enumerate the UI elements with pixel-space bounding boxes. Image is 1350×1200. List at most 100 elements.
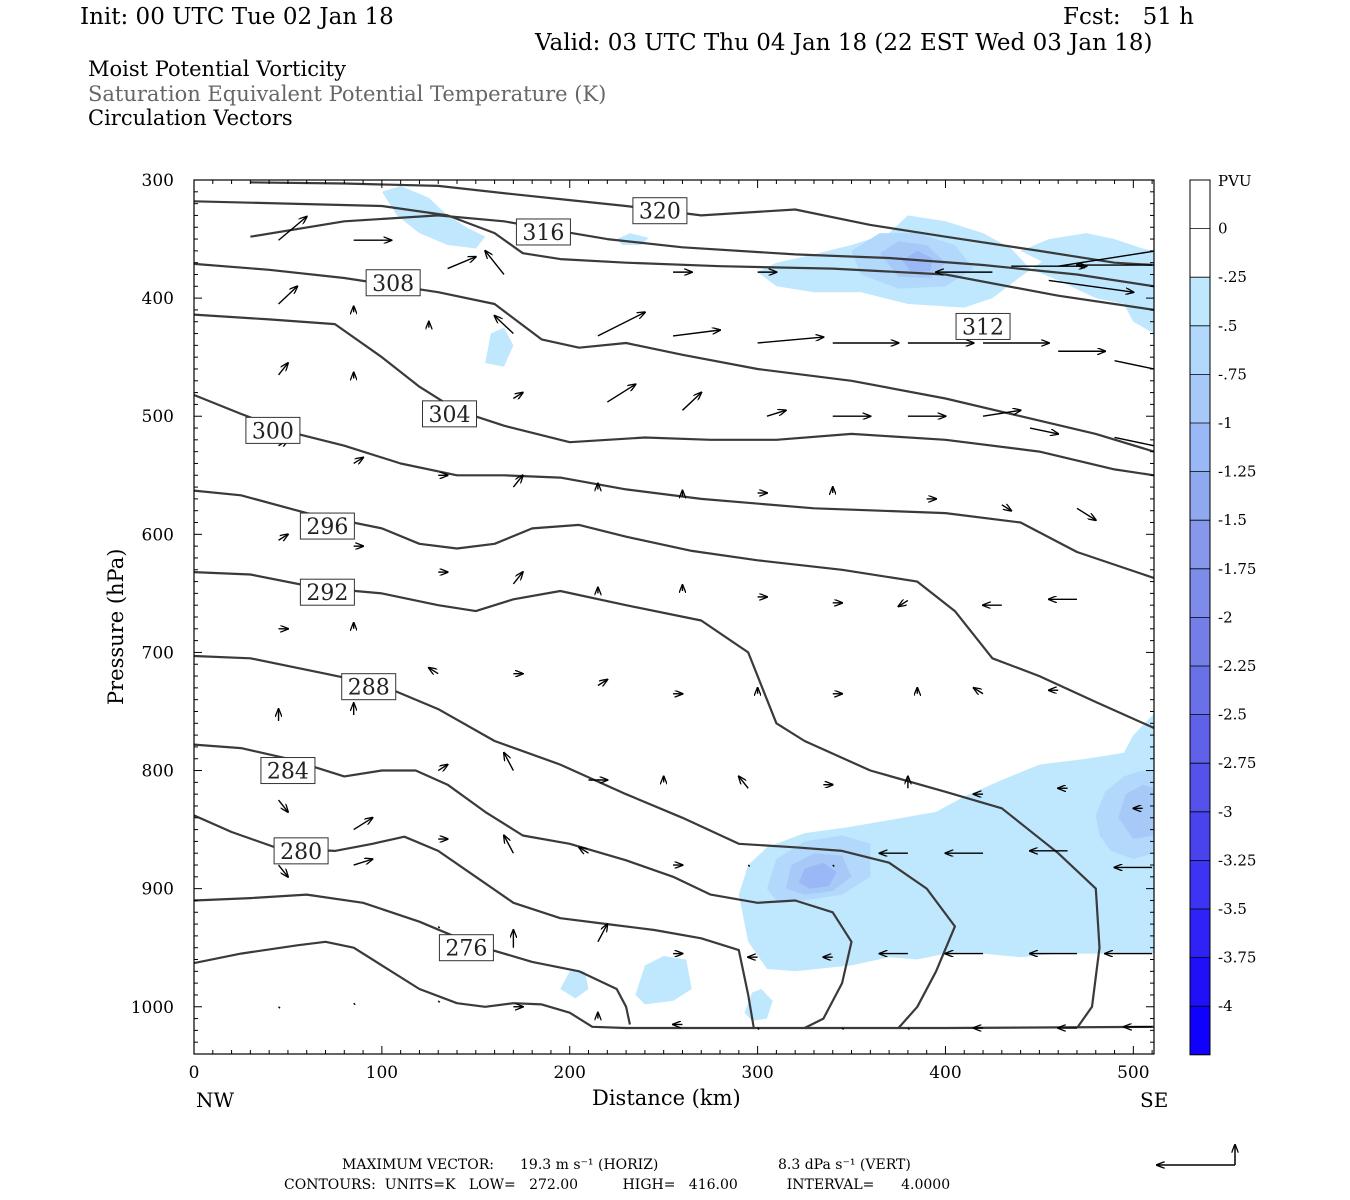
max-vector-label: MAXIMUM VECTOR:	[342, 1157, 494, 1173]
circulation-vector	[429, 668, 439, 674]
x-tick-label: 400	[929, 1063, 961, 1083]
contour-label-text: 296	[306, 515, 348, 540]
y-tick-label: 1000	[131, 998, 174, 1018]
contour-label-box	[273, 837, 329, 865]
title-theta: Saturation Equivalent Potential Temperat…	[88, 82, 607, 106]
contour-label-box	[245, 416, 301, 444]
circulation-vector	[1029, 427, 1058, 434]
colorbar-level-label: 0	[1218, 220, 1228, 238]
theta-contour-label: 280	[273, 837, 329, 865]
contour-label-box	[365, 269, 421, 297]
contour-label-text: 304	[428, 403, 470, 428]
colorbar-level-label: -2.25	[1218, 657, 1256, 675]
contour-label-box	[438, 934, 494, 962]
theta-contour-label: 316	[515, 218, 571, 246]
contour-info: CONTOURS: UNITS=K LOW= 272.00 HIGH= 416.…	[284, 1177, 951, 1193]
circulation-vector	[447, 257, 476, 270]
colorbar-swatch	[1190, 666, 1210, 715]
pv-region	[381, 185, 486, 249]
contour-label-text: 288	[348, 676, 390, 701]
colorbar-swatch	[1190, 180, 1210, 229]
circulation-vector	[1001, 505, 1011, 511]
x-tick-label: 300	[741, 1063, 773, 1083]
theta-contour-label: 320	[632, 197, 688, 225]
max-vector-horiz: 19.3 m s⁻¹ (HORIZ)	[520, 1157, 659, 1173]
colorbar-swatch	[1190, 374, 1210, 423]
circulation-vector	[597, 924, 607, 943]
theta-contour-label: 300	[245, 416, 301, 444]
theta-contour-line	[194, 393, 1154, 580]
y-tick-label: 900	[142, 880, 174, 900]
circulation-vector	[437, 1000, 441, 1003]
colorbar-level-label: -3	[1218, 803, 1233, 821]
circulation-vector	[597, 680, 607, 686]
pv-region	[560, 971, 589, 999]
circulation-vector	[672, 330, 720, 337]
colorbar-swatch	[1190, 1006, 1210, 1055]
circulation-vector	[437, 925, 441, 929]
circulation-vector	[832, 864, 835, 868]
theta-contour-line	[194, 200, 1154, 311]
colorbar-swatch	[1190, 811, 1210, 861]
contour-label-box	[299, 578, 355, 606]
circulation-vector	[353, 859, 373, 866]
x-right-end-label: SE	[1140, 1088, 1169, 1112]
colorbar-level-label: -3.25	[1218, 851, 1256, 869]
x-left-end-label: NW	[196, 1088, 235, 1112]
colorbar-swatch	[1190, 957, 1210, 1007]
title-vectors: Circulation Vectors	[88, 106, 293, 130]
circulation-vector	[597, 312, 645, 337]
contour-label-text: 308	[372, 272, 414, 297]
pv-region	[936, 876, 987, 915]
circulation-vector	[504, 836, 514, 854]
colorbar-swatch	[1190, 617, 1210, 666]
circulation-vector	[278, 1006, 281, 1009]
circulation-vector	[513, 393, 522, 399]
colorbar-swatch	[1190, 860, 1210, 909]
colorbar-swatch	[1190, 471, 1210, 521]
colorbar-level-label: -4	[1218, 997, 1233, 1015]
circulation-vector	[512, 475, 522, 488]
contour-label-text: 300	[252, 419, 294, 444]
theta-contour-label: 312	[955, 312, 1011, 340]
colorbar-swatch	[1190, 520, 1210, 569]
contour-labels: 272276280284288292296304308300312316320	[245, 197, 1011, 962]
colorbar-level-label: -1.5	[1218, 511, 1247, 529]
colorbar-level-label: -3.75	[1218, 949, 1256, 967]
circulation-vectors	[277, 217, 1154, 1031]
pv-region	[738, 713, 1154, 972]
x-tick-label: 100	[366, 1063, 398, 1083]
colorbar-swatch	[1190, 909, 1210, 958]
colorbar-swatch	[1190, 325, 1210, 375]
colorbar-level-label: -.25	[1218, 268, 1247, 286]
circulation-vector	[841, 1027, 845, 1031]
colorbar-level-label: -2.5	[1218, 706, 1247, 724]
circulation-vector	[974, 688, 984, 694]
circulation-vector	[277, 799, 288, 812]
theta-contour-label: 288	[341, 673, 397, 701]
circulation-vector	[1114, 436, 1154, 447]
theta-contour-line	[194, 313, 1154, 477]
theta-contour-line	[250, 181, 1154, 267]
theta-contour-line	[250, 214, 1154, 288]
pv-colorbar: PVU 0 -.25 -.5 -.75 -1 -1.25 -1.5 -1.75 -2 -2.25 -2…	[1189, 172, 1256, 1056]
y-tick-label: 600	[142, 525, 174, 545]
colorbar-title: PVU	[1218, 172, 1252, 190]
theta-contour-label: 304	[421, 400, 477, 428]
circulation-vector	[681, 393, 701, 411]
x-tick-label: 0	[189, 1063, 200, 1083]
title-pv: Moist Potential Vorticity	[88, 57, 346, 81]
valid-time: Valid: 03 UTC Thu 04 Jan 18 (22 EST Wed …	[535, 30, 1153, 56]
colorbar-swatch	[1190, 763, 1210, 812]
theta-contour-label: 284	[260, 757, 316, 785]
circulation-vector	[739, 776, 749, 789]
colorbar-swatch	[1190, 228, 1210, 278]
theta-contour-label: 296	[299, 512, 355, 540]
colorbar-level-label: -.75	[1218, 365, 1247, 383]
circulation-vector	[512, 572, 522, 585]
axes: 0 100 200 300 400 500 300 400 500 600 700 800 900 100…	[131, 171, 1154, 1083]
colorbar-level-label: -1.25	[1218, 463, 1256, 481]
colorbar-swatch	[1190, 714, 1210, 764]
circulation-vector	[353, 458, 363, 464]
circulation-vector	[277, 864, 288, 877]
